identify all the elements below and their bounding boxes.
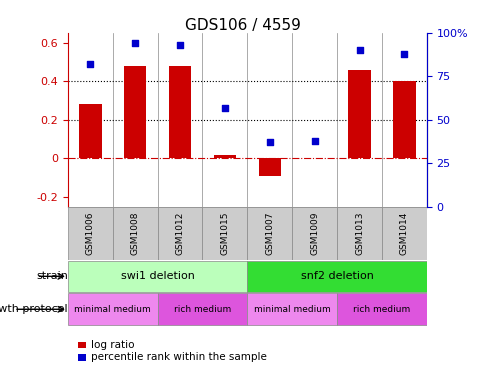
Bar (68, 261, 247, 292)
Bar (336, 207, 381, 260)
Text: swi1 deletion: swi1 deletion (121, 271, 194, 281)
Text: minimal medium: minimal medium (74, 305, 151, 314)
Text: snf2 deletion: snf2 deletion (300, 271, 373, 281)
Text: GSM1013: GSM1013 (354, 212, 363, 255)
Point (310, 138, 318, 143)
Bar (157, 294, 247, 325)
Bar (213, 154, 236, 158)
Text: GSM1008: GSM1008 (130, 212, 139, 255)
Text: log ratio: log ratio (91, 340, 135, 350)
Text: GSM1015: GSM1015 (220, 212, 229, 255)
Bar (168, 66, 191, 158)
Text: rich medium: rich medium (173, 305, 231, 314)
Point (86, 61, 94, 67)
Point (221, 105, 228, 111)
Bar (124, 66, 146, 158)
Bar (291, 207, 336, 260)
Bar (68, 294, 157, 325)
Point (355, 47, 363, 53)
Text: GSM1014: GSM1014 (399, 212, 408, 255)
Text: GDS106 / 4559: GDS106 / 4559 (184, 18, 300, 33)
Point (131, 40, 139, 46)
Bar (381, 207, 426, 260)
Bar (68, 207, 112, 260)
Text: GSM1006: GSM1006 (86, 212, 95, 255)
Bar (348, 70, 370, 158)
Bar (157, 207, 202, 260)
Bar (202, 207, 247, 260)
Text: growth protocol: growth protocol (0, 304, 68, 314)
Point (265, 139, 273, 145)
Bar (258, 158, 280, 176)
Text: rich medium: rich medium (352, 305, 410, 314)
Bar (79, 104, 101, 158)
Text: strain: strain (36, 271, 68, 281)
Bar (336, 294, 426, 325)
Text: minimal medium: minimal medium (253, 305, 330, 314)
Bar (393, 81, 415, 158)
Point (400, 51, 408, 57)
Text: GSM1009: GSM1009 (309, 212, 318, 255)
Bar (112, 207, 157, 260)
Text: percentile rank within the sample: percentile rank within the sample (91, 352, 267, 362)
Point (176, 42, 183, 48)
Bar (247, 261, 426, 292)
Text: GSM1012: GSM1012 (175, 212, 184, 255)
Bar (247, 207, 291, 260)
Bar (247, 294, 336, 325)
Text: GSM1007: GSM1007 (265, 212, 274, 255)
